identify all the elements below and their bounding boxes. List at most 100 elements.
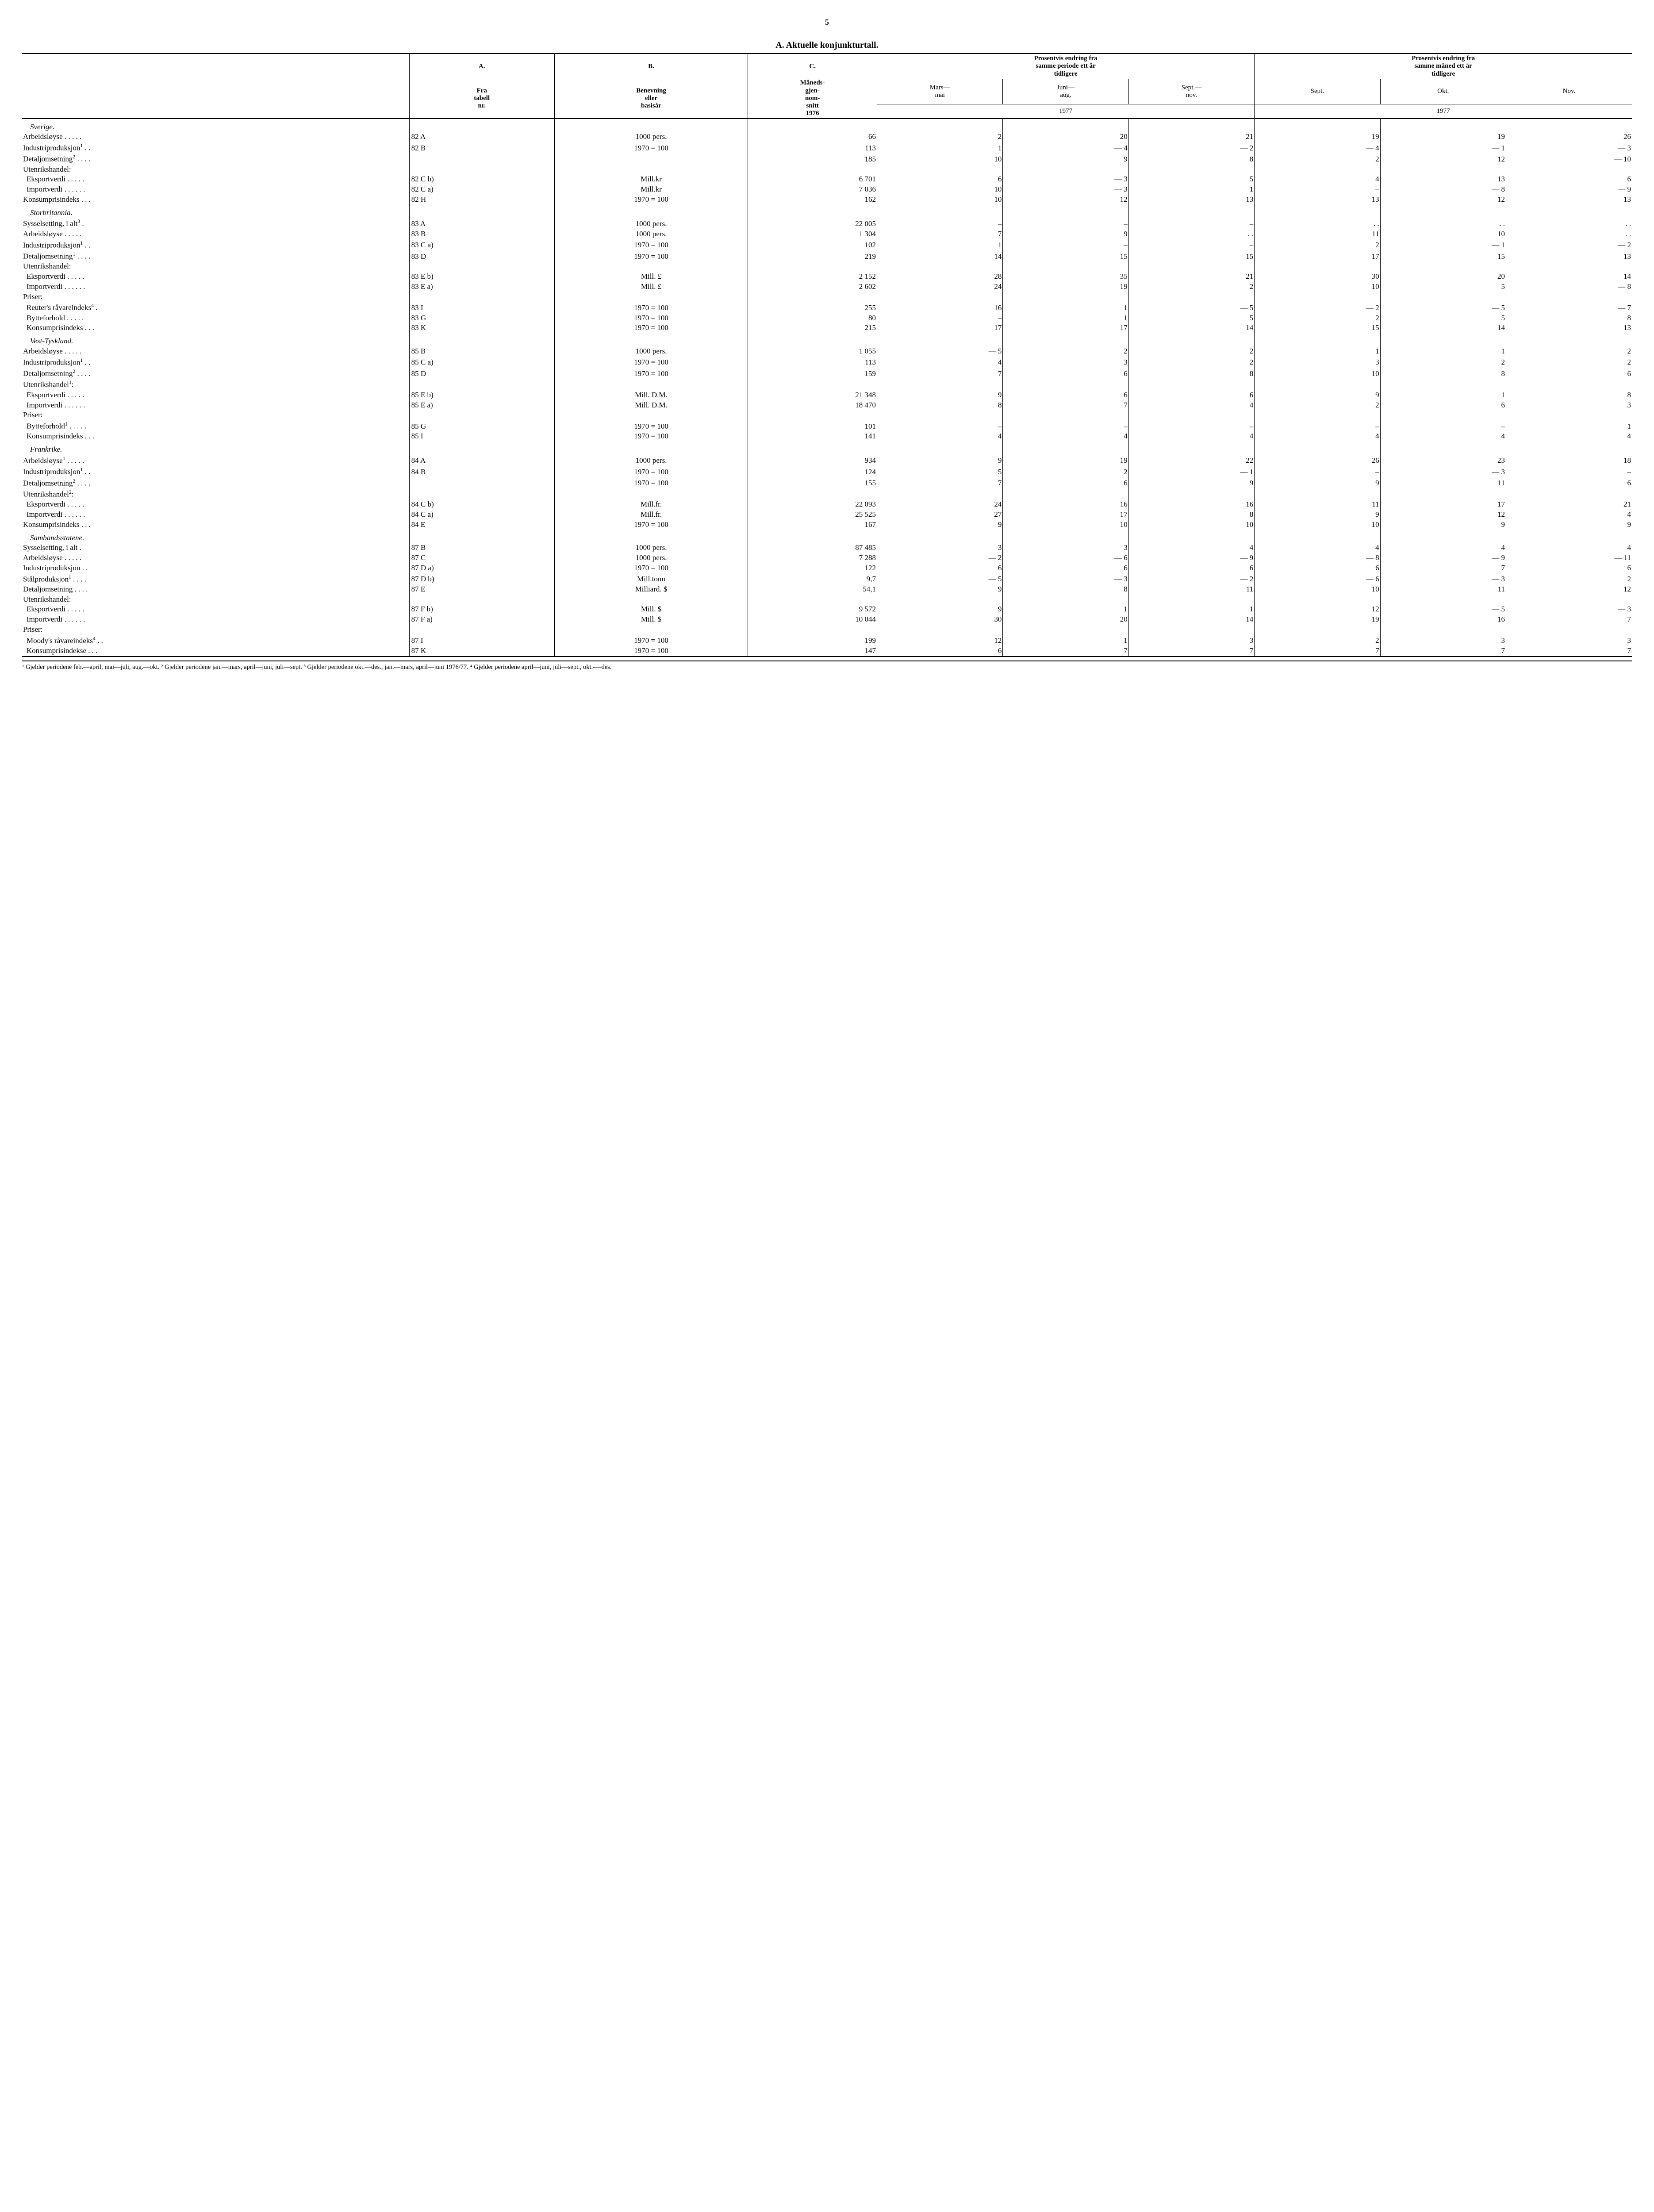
table-cell: 14 (1380, 323, 1506, 333)
table-cell: 2 (1003, 346, 1128, 357)
table-cell: 16 (1003, 499, 1128, 510)
table-cell: 21 (1506, 499, 1632, 510)
table-cell: 124 (748, 466, 877, 477)
row-label: Utenrikshandel: (22, 261, 409, 272)
table-cell: 141 (748, 431, 877, 442)
table-cell: 2 (1506, 357, 1632, 368)
table-unit: 1970 = 100 (554, 466, 748, 477)
table-cell: 54,1 (748, 584, 877, 595)
table-cell: 147 (748, 646, 877, 657)
table-ref: 87 E (409, 584, 554, 595)
table-cell: 5 (1380, 282, 1506, 292)
table-cell: 19 (1255, 614, 1380, 625)
row-label: Utenrikshandel2: (22, 488, 409, 499)
row-label: Arbeidsløyse . . . . . (22, 553, 409, 563)
table-ref: 87 B (409, 543, 554, 553)
table-cell: 162 (748, 195, 877, 205)
table-unit: 1970 = 100 (554, 431, 748, 442)
row-label: Utenrikshandel: (22, 595, 409, 605)
table-cell: 12 (1380, 510, 1506, 520)
table-body: Sverige. Arbeidsløyse . . . . . 82 A 100… (22, 119, 1632, 657)
row-label: Industriproduksjon1 . . (22, 466, 409, 477)
row-label: Konsumprisindeks . . . (22, 195, 409, 205)
table-cell: 9 (1255, 390, 1380, 400)
table-cell: 2 (1380, 357, 1506, 368)
table-cell: 21 (1128, 132, 1254, 142)
table-cell: 6 (877, 646, 1003, 657)
row-label: Eksportverdi . . . . . (22, 174, 409, 184)
row-label: Eksportverdi . . . . . (22, 390, 409, 400)
table-ref: 83 I (409, 302, 554, 313)
row-label: Stålproduksjon1 . . . . (22, 573, 409, 584)
table-cell: — 3 (1380, 466, 1506, 477)
table-cell: 2 (1255, 635, 1380, 646)
table-unit: 1970 = 100 (554, 477, 748, 488)
table-cell: – (877, 313, 1003, 323)
table-cell: 10 (1255, 520, 1380, 530)
table-cell: 24 (877, 499, 1003, 510)
table-cell: 6 (1003, 563, 1128, 573)
table-cell: 1 (1380, 346, 1506, 357)
table-cell: 1 (1255, 346, 1380, 357)
table-cell: 13 (1255, 195, 1380, 205)
table-cell: 12 (1506, 584, 1632, 595)
table-cell: — 2 (1255, 302, 1380, 313)
table-cell: 2 (1255, 153, 1380, 164)
page-number: 5 (22, 18, 1632, 27)
table-cell: — 2 (1506, 239, 1632, 250)
table-cell: 2 (1506, 573, 1632, 584)
table-cell: 18 (1506, 455, 1632, 466)
table-cell: 10 044 (748, 614, 877, 625)
table-cell: — 3 (1506, 142, 1632, 153)
table-cell: 87 485 (748, 543, 877, 553)
table-cell: 6 701 (748, 174, 877, 184)
table-cell: 5 (1128, 174, 1254, 184)
table-cell: – (1003, 218, 1128, 229)
row-label: Importverdi . . . . . . (22, 510, 409, 520)
row-label: Bytteforhold . . . . . (22, 313, 409, 323)
table-cell: 101 (748, 420, 877, 431)
table-unit: 1970 = 100 (554, 239, 748, 250)
country-heading: Sambandsstatene. (22, 530, 409, 543)
table-cell: 185 (748, 153, 877, 164)
table-cell: 10 (1255, 584, 1380, 595)
table-unit: Milliard. $ (554, 584, 748, 595)
table-cell: 15 (1380, 250, 1506, 261)
table-cell: 4 (877, 357, 1003, 368)
table-cell: 10 (877, 195, 1003, 205)
table-cell: 5 (1128, 313, 1254, 323)
table-cell: 167 (748, 520, 877, 530)
table-cell: 9 (877, 455, 1003, 466)
table-cell: 1 (1128, 604, 1254, 614)
table-cell: 13 (1506, 195, 1632, 205)
row-label: Priser: (22, 292, 409, 302)
table-cell: 4 (1255, 431, 1380, 442)
table-unit: 1000 pers. (554, 132, 748, 142)
table-cell: 22 005 (748, 218, 877, 229)
table-cell: 9 572 (748, 604, 877, 614)
table-cell: 4 (1506, 543, 1632, 553)
row-label: Konsumprisindeks . . . (22, 520, 409, 530)
table-cell: 4 (1128, 543, 1254, 553)
row-label: Detaljomsetning2 . . . . (22, 153, 409, 164)
table-cell: — 5 (877, 346, 1003, 357)
table-cell: — 9 (1506, 184, 1632, 195)
table-cell: 9 (877, 520, 1003, 530)
table-cell: – (877, 420, 1003, 431)
table-ref: 87 C (409, 553, 554, 563)
table-cell: 22 (1128, 455, 1254, 466)
table-cell: 17 (1003, 510, 1128, 520)
table-cell: 8 (1003, 584, 1128, 595)
table-cell: 4 (1506, 431, 1632, 442)
table-cell: 8 (1506, 313, 1632, 323)
table-ref: 84 B (409, 466, 554, 477)
table-cell: 11 (1380, 584, 1506, 595)
table-cell: 6 (1128, 390, 1254, 400)
table-unit: 1970 = 100 (554, 563, 748, 573)
table-cell: 8 (1128, 368, 1254, 379)
table-cell: 22 093 (748, 499, 877, 510)
table-cell: 8 (1380, 368, 1506, 379)
table-cell: 1 (1506, 420, 1632, 431)
table-cell: 9 (1380, 520, 1506, 530)
row-label: Konsumprisindeks . . . (22, 323, 409, 333)
